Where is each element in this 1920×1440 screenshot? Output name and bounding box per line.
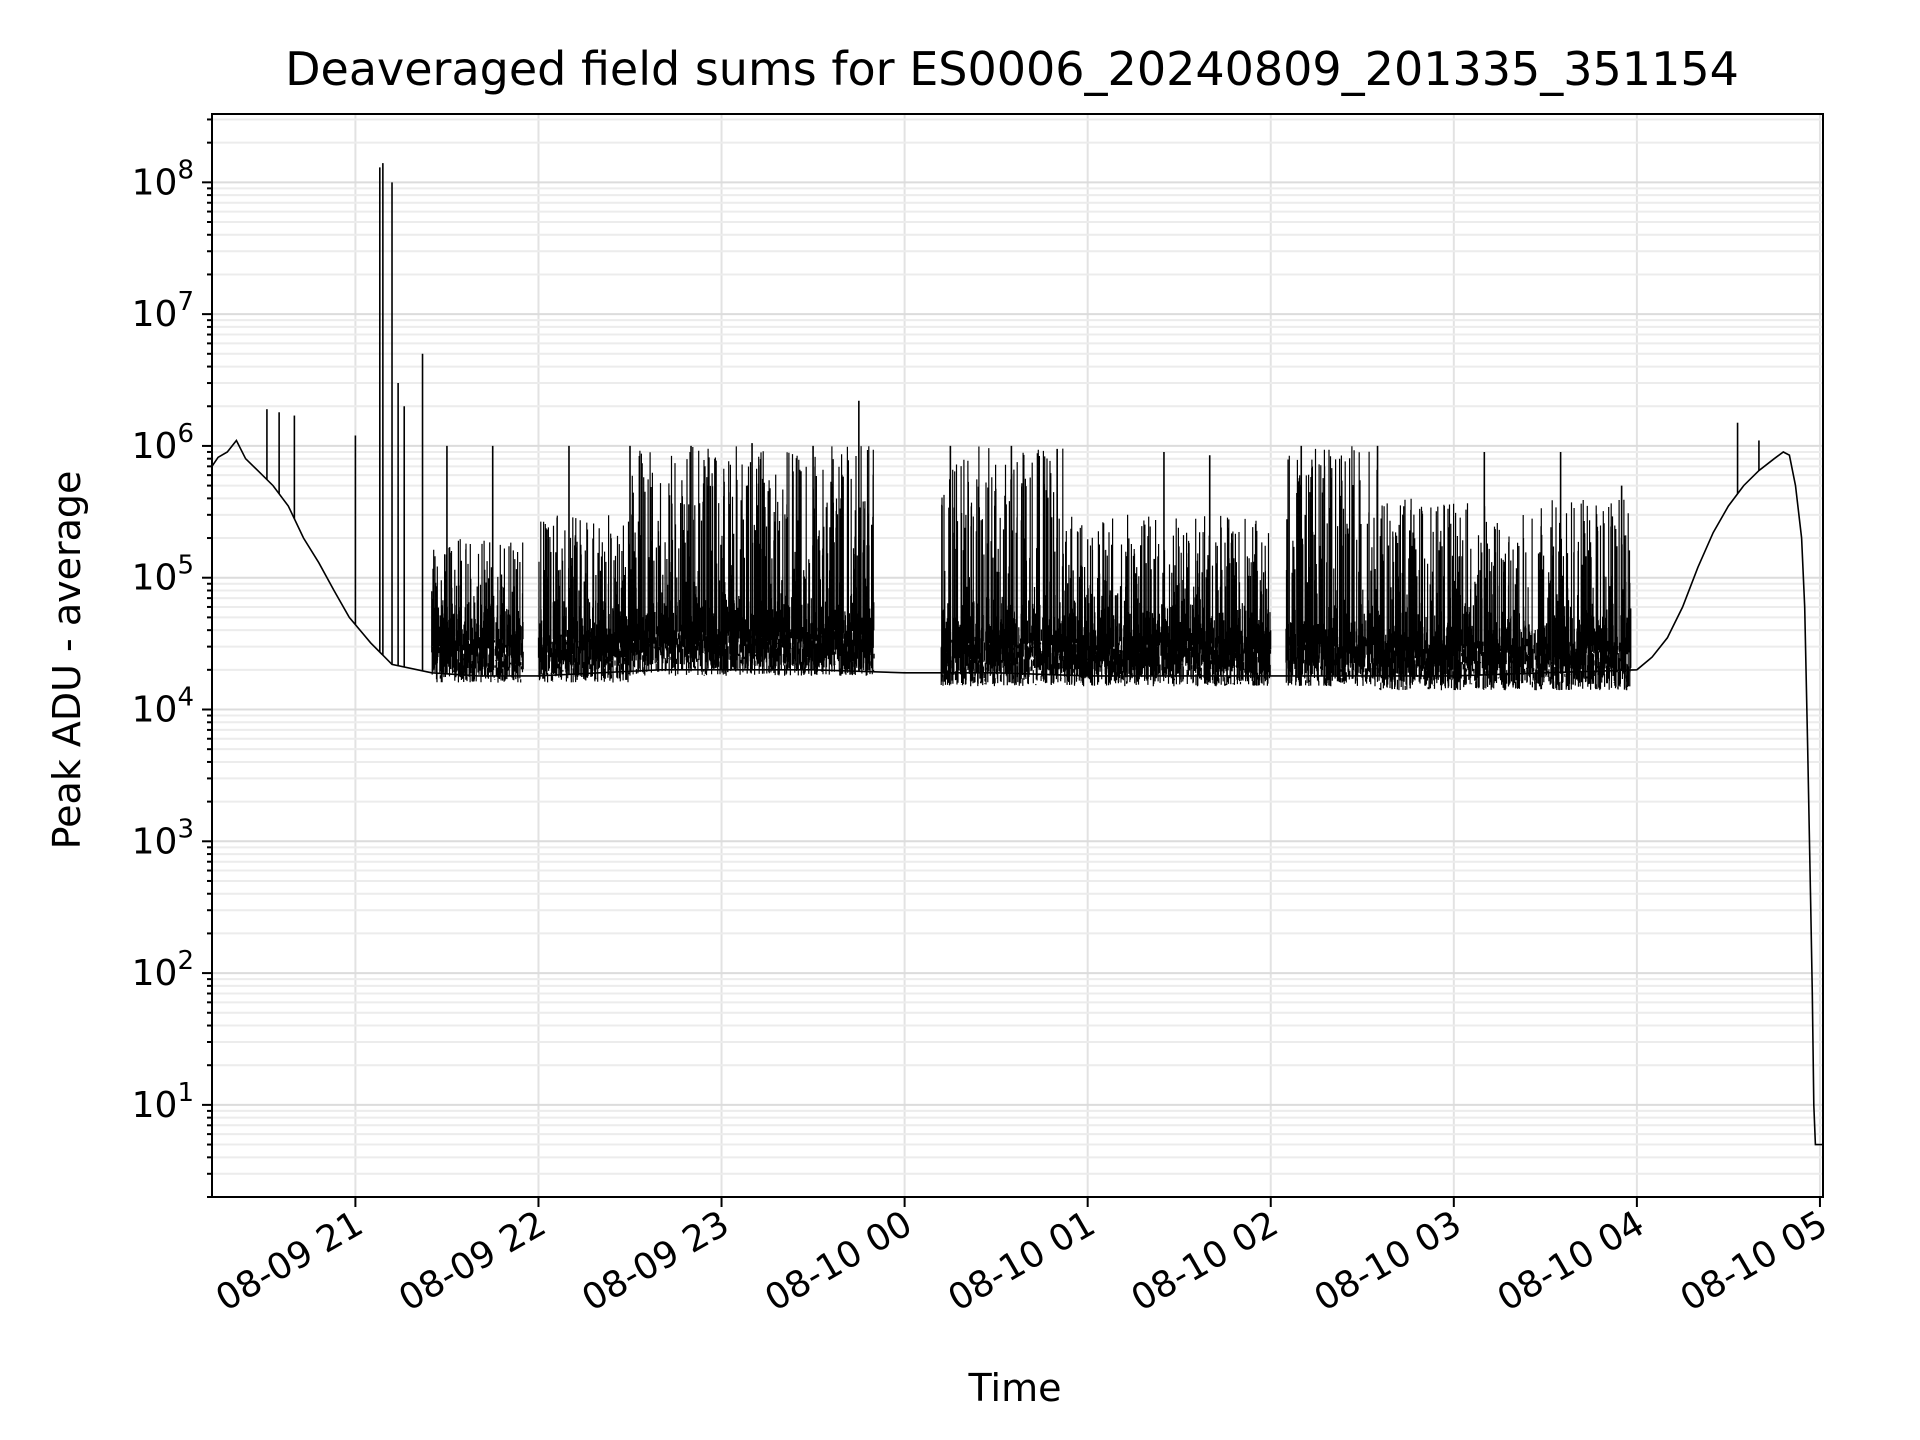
x-tick-label: 08-10 03 bbox=[1308, 1203, 1469, 1319]
x-tick-label: 08-09 23 bbox=[575, 1203, 736, 1319]
series-noise-band bbox=[1062, 514, 1272, 687]
x-tick-label: 08-10 01 bbox=[942, 1203, 1103, 1319]
x-axis-label: Time bbox=[968, 1366, 1062, 1410]
y-tick-label: 105 bbox=[132, 551, 194, 599]
x-tick-label: 08-10 04 bbox=[1491, 1203, 1652, 1319]
x-tick-label: 08-10 05 bbox=[1674, 1203, 1835, 1319]
series-line bbox=[212, 439, 1823, 1146]
series-noise-band bbox=[1376, 498, 1632, 691]
y-axis-label: Peak ADU - average bbox=[45, 471, 89, 850]
x-tick-label: 08-09 22 bbox=[392, 1203, 553, 1319]
chart-title: Deaveraged field sums for ES0006_2024080… bbox=[285, 42, 1739, 96]
series-noise-band bbox=[1285, 446, 1379, 687]
y-tick-label: 107 bbox=[132, 287, 194, 335]
grid-lines bbox=[212, 114, 1823, 1198]
y-tick-label: 101 bbox=[132, 1078, 194, 1126]
y-tick-label: 102 bbox=[132, 946, 194, 994]
y-tick-label: 103 bbox=[132, 814, 194, 862]
y-axis: 101 102 103 104 105 106 107 108 bbox=[132, 118, 212, 1198]
y-tick-label: 106 bbox=[132, 419, 194, 467]
x-axis: 08-09 21 08-09 22 08-09 23 08-10 00 08-10 01… bbox=[209, 1197, 1834, 1320]
series-noise-band bbox=[431, 539, 524, 683]
plot-area bbox=[212, 163, 1823, 1146]
x-tick-label: 08-09 21 bbox=[209, 1203, 370, 1319]
series-noise-band bbox=[940, 446, 1064, 687]
y-tick-label: 108 bbox=[132, 155, 194, 203]
x-tick-label: 08-10 02 bbox=[1125, 1203, 1286, 1319]
y-tick-label: 104 bbox=[132, 683, 194, 731]
plot-frame bbox=[211, 113, 1824, 1198]
x-tick-label: 08-10 00 bbox=[758, 1203, 919, 1319]
